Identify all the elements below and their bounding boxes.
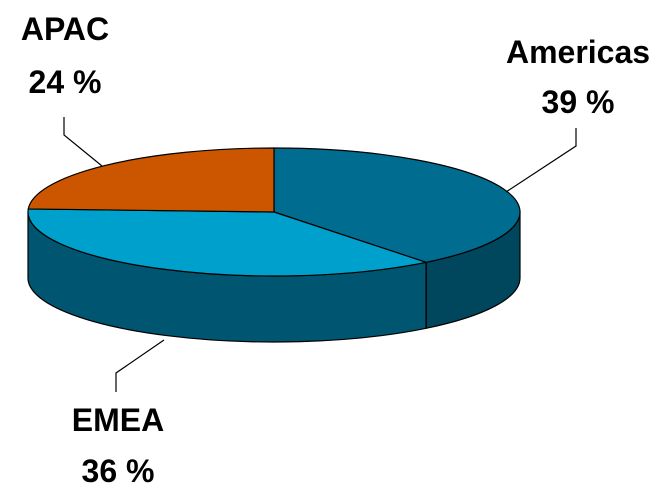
leader-lines	[63, 117, 577, 392]
label-apac-name: APAC	[21, 11, 109, 47]
leader-line-emea	[115, 339, 165, 392]
label-americas-value: 39 %	[542, 84, 615, 120]
slice-top-emea	[27, 208, 427, 277]
leader-line-apac	[63, 117, 103, 167]
leader-line-americas	[505, 128, 577, 193]
label-emea-name: EMEA	[72, 402, 164, 438]
pie-tops	[27, 147, 521, 277]
label-apac-value: 24 %	[29, 64, 102, 100]
pie-sides	[27, 211, 521, 343]
label-emea-value: 36 %	[82, 453, 155, 489]
label-americas-name: Americas	[506, 34, 650, 70]
slice-labels: Americas 39 % EMEA 36 % APAC 24 %	[21, 11, 650, 489]
slice-top-apac	[27, 147, 275, 213]
